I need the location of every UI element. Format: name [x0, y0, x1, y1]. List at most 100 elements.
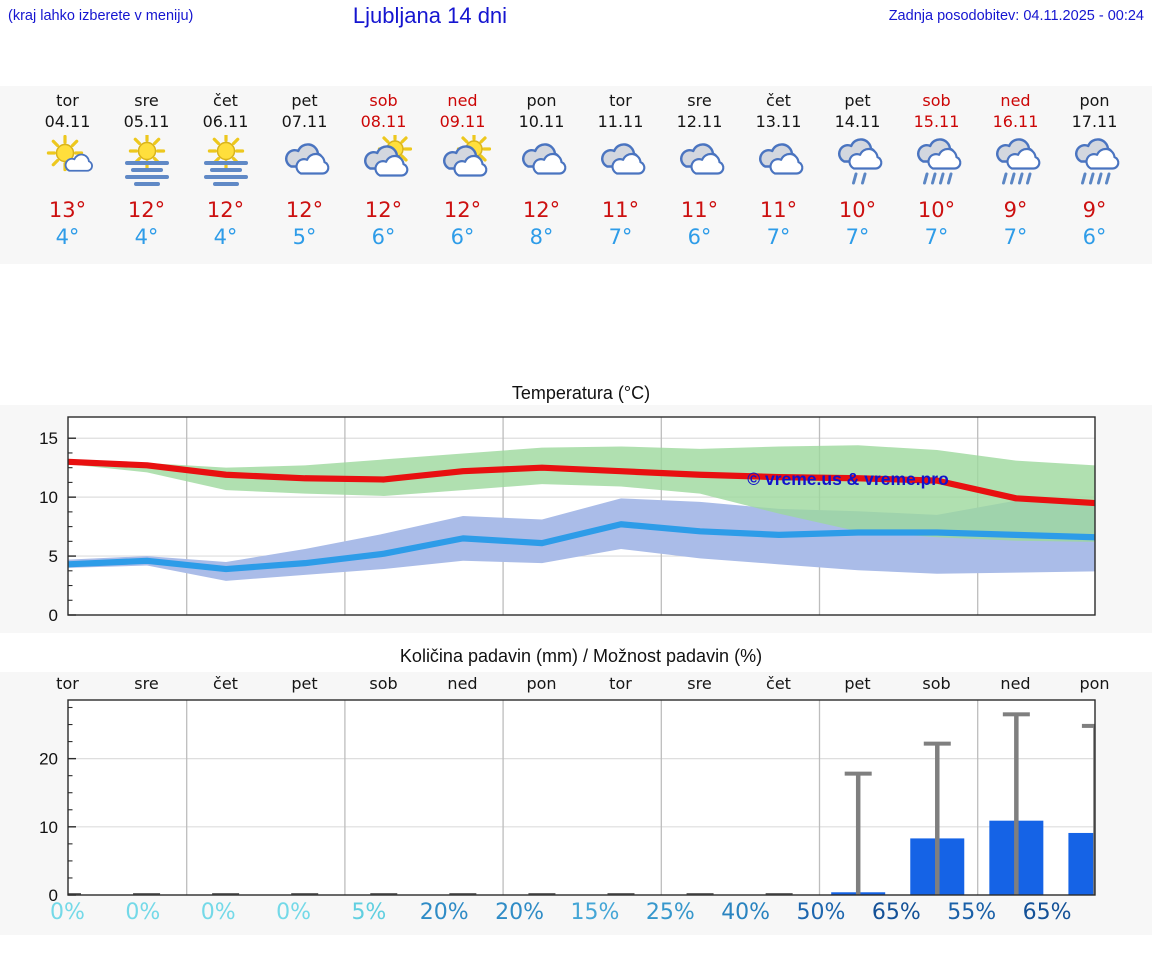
day-low-temp: 5°	[292, 225, 317, 249]
day-high-temp: 12°	[522, 198, 561, 222]
precip-probability: 50%	[796, 900, 846, 925]
temp-y-tick: 0	[49, 606, 58, 625]
sun-fog-icon	[124, 132, 169, 186]
day-date: 07.11	[281, 112, 328, 131]
precip-probability: 65%	[871, 900, 921, 925]
precip-probability: 40%	[721, 900, 771, 925]
day-high-temp: 10°	[917, 198, 956, 222]
forecast-day: ned 16.11 9° 7°	[976, 90, 1055, 264]
temp-y-tick: 10	[39, 488, 58, 507]
precip-probability: 15%	[570, 900, 620, 925]
day-date: 11.11	[597, 112, 644, 131]
forecast-day: pet 07.11 12° 5°	[265, 90, 344, 264]
precip-probability: 65%	[1022, 900, 1072, 925]
day-name: ned	[447, 91, 478, 110]
forecast-day: sre 12.11 11° 6°	[660, 90, 739, 264]
precip-probability: 20%	[419, 900, 469, 925]
forecast-day: sob 08.11 12° 6°	[344, 90, 423, 264]
forecast-strip: tor 04.11 13° 4° sre 05.11 12° 4° čet 06.11 12° 4° p…	[0, 86, 1152, 264]
day-high-temp: 12°	[443, 198, 482, 222]
day-date: 16.11	[992, 112, 1039, 131]
day-high-temp: 12°	[364, 198, 403, 222]
day-name: čet	[766, 91, 791, 110]
day-icon	[1055, 132, 1134, 197]
day-high-temp: 10°	[838, 198, 877, 222]
day-date: 10.11	[518, 112, 565, 131]
day-icon	[502, 132, 581, 197]
forecast-day: ned 09.11 12° 6°	[423, 90, 502, 264]
day-icon	[897, 132, 976, 197]
day-date: 04.11	[44, 112, 91, 131]
forecast-day: tor 11.11 11° 7°	[581, 90, 660, 264]
precip-day-label: čet	[213, 674, 238, 693]
precip-probability: 0%	[276, 900, 311, 925]
day-high-temp: 11°	[759, 198, 798, 222]
day-icon	[581, 132, 660, 197]
day-date: 17.11	[1071, 112, 1118, 131]
cloud-sun-icon	[363, 131, 412, 177]
precip-chart: 0 10 20	[39, 699, 1096, 902]
sun-cloud-icon	[46, 134, 93, 172]
forecast-day: čet 13.11 11° 7°	[739, 90, 818, 264]
day-name: čet	[213, 91, 238, 110]
day-icon	[660, 132, 739, 197]
day-low-temp: 7°	[1003, 225, 1028, 249]
precip-probability: 55%	[947, 900, 997, 925]
precip-chart-title: Količina padavin (mm) / Možnost padavin …	[399, 646, 763, 666]
day-name: tor	[609, 91, 632, 110]
day-date: 13.11	[755, 112, 802, 131]
day-low-temp: 6°	[1082, 225, 1107, 249]
precip-y-tick: 20	[39, 750, 58, 769]
day-high-temp: 13°	[48, 198, 87, 222]
precip-day-label: sre	[687, 674, 712, 693]
day-icon	[344, 131, 423, 197]
day-name: sob	[922, 91, 951, 110]
watermark: © vreme.us & vreme.pro	[747, 469, 949, 489]
day-low-temp: 4°	[55, 225, 80, 249]
forecast-day: pet 14.11 10° 7°	[818, 90, 897, 264]
day-high-temp: 12°	[127, 198, 166, 222]
day-name: tor	[56, 91, 79, 110]
cloud-sun-icon	[442, 131, 491, 177]
forecast-day: tor 04.11 13° 4°	[28, 90, 107, 264]
day-low-temp: 7°	[924, 225, 949, 249]
cloudy-icon	[679, 143, 724, 175]
rain-icon	[1074, 138, 1119, 185]
day-high-temp: 12°	[285, 198, 324, 222]
day-name: pon	[526, 91, 557, 110]
temp-y-tick: 15	[39, 429, 58, 448]
day-name: pet	[844, 91, 871, 110]
precip-probability: 0%	[125, 900, 161, 925]
day-low-temp: 6°	[371, 225, 396, 249]
day-icon	[265, 132, 344, 197]
temperature-chart: 0 5 10 15 © vreme.us & vreme.pro	[0, 405, 1152, 633]
day-date: 06.11	[202, 112, 249, 131]
precip-day-label: čet	[766, 674, 791, 693]
day-date: 05.11	[123, 112, 170, 131]
forecast-day: sre 05.11 12° 4°	[107, 90, 186, 264]
forecast-day: sob 15.11 10° 7°	[897, 90, 976, 264]
cloudy-icon	[284, 143, 329, 175]
precip-day-label: pet	[844, 674, 871, 693]
precip-y-tick: 0	[49, 886, 58, 902]
day-low-temp: 7°	[766, 225, 791, 249]
sun-fog-icon	[203, 132, 248, 186]
day-high-temp: 11°	[680, 198, 719, 222]
day-low-temp: 4°	[134, 225, 159, 249]
day-icon	[107, 132, 186, 197]
precip-day-label: ned	[447, 674, 478, 693]
day-low-temp: 6°	[687, 225, 712, 249]
precip-probability-row: 0% 0% 0% 0% 5% 20% 20% 15% 25% 40% 50% 65% 55% 65%	[0, 900, 1152, 932]
day-icon	[818, 132, 897, 197]
precip-probability: 5%	[351, 900, 387, 925]
precip-day-label: ned	[1000, 674, 1031, 693]
precip-day-label: tor	[56, 674, 79, 693]
precip-day-label: sob	[922, 674, 951, 693]
precip-probability: 20%	[495, 900, 545, 925]
day-date: 09.11	[439, 112, 486, 131]
rain-icon	[995, 138, 1040, 185]
cloudy-icon	[521, 143, 566, 175]
day-name: sre	[134, 91, 159, 110]
day-name: pet	[291, 91, 318, 110]
day-icon	[976, 132, 1055, 197]
